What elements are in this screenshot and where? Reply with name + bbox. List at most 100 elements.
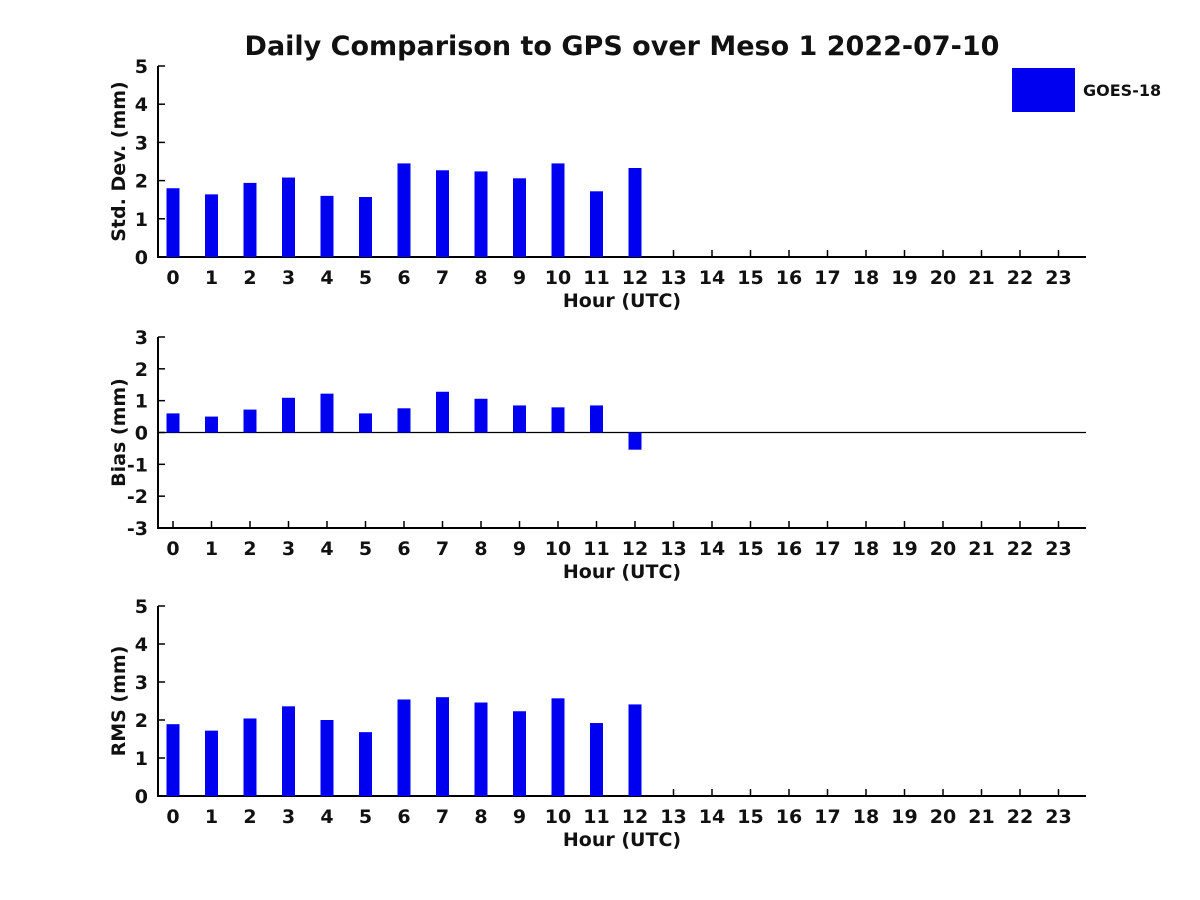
x-tick-label: 1: [205, 267, 218, 289]
x-tick-label: 19: [891, 806, 917, 828]
x-tick-label: 14: [699, 267, 725, 289]
y-tick-label: 3: [135, 327, 148, 349]
x-tick-label: 11: [583, 267, 609, 289]
bar-bias-hour-3: [282, 397, 295, 433]
bar-bias-hour-8: [474, 398, 488, 433]
bar-rms-hour-6: [397, 699, 411, 796]
y-tick-label: 1: [135, 748, 148, 770]
x-tick-label: 5: [359, 806, 372, 828]
bar-bias-hour-12: [628, 432, 642, 450]
y-tick-label: 3: [135, 672, 148, 694]
x-tick-label: 16: [776, 806, 802, 828]
x-tick-label: 23: [1045, 806, 1071, 828]
bar-bias-hour-9: [513, 405, 526, 433]
x-tick-label: 4: [320, 538, 333, 560]
bar-std-dev-hour-5: [359, 197, 372, 257]
y-tick-label: 2: [135, 710, 148, 732]
bar-rms-hour-11: [590, 723, 603, 796]
x-tick-label: 22: [1007, 806, 1033, 828]
bar-rms-hour-10: [551, 698, 565, 796]
x-tick-label: 3: [282, 267, 295, 289]
x-axis-label: Hour (UTC): [563, 829, 681, 851]
x-tick-label: 15: [737, 806, 763, 828]
y-axis-label: Std. Dev. (mm): [108, 81, 130, 242]
x-tick-label: 2: [243, 538, 256, 560]
x-tick-label: 5: [359, 267, 372, 289]
x-tick-label: 15: [737, 267, 763, 289]
x-tick-label: 13: [660, 538, 686, 560]
x-tick-label: 4: [320, 806, 333, 828]
y-axis-label: Bias (mm): [108, 378, 130, 487]
bar-std-dev-hour-2: [243, 182, 257, 257]
x-tick-label: 21: [968, 538, 994, 560]
x-tick-label: 7: [436, 806, 449, 828]
x-tick-label: 17: [814, 538, 840, 560]
bar-std-dev-hour-11: [590, 191, 603, 257]
bar-std-dev-hour-1: [205, 194, 218, 257]
x-tick-label: 16: [776, 538, 802, 560]
x-tick-label: 13: [660, 806, 686, 828]
chart-title: Daily Comparison to GPS over Meso 1 2022…: [244, 31, 1000, 62]
bar-rms-hour-2: [243, 718, 257, 796]
bar-rms-hour-9: [513, 711, 526, 796]
bar-bias-hour-1: [205, 416, 218, 433]
x-tick-label: 21: [968, 806, 994, 828]
x-tick-label: 3: [282, 806, 295, 828]
bar-bias-hour-10: [551, 407, 565, 433]
x-tick-label: 10: [545, 806, 571, 828]
x-tick-label: 18: [853, 806, 879, 828]
bar-bias-hour-6: [397, 408, 411, 433]
x-tick-label: 8: [474, 267, 487, 289]
legend: GOES-18: [1012, 68, 1161, 112]
x-tick-label: 2: [243, 806, 256, 828]
x-axis-label: Hour (UTC): [563, 561, 681, 583]
y-tick-label: 0: [135, 423, 148, 445]
bar-rms-hour-7: [436, 697, 449, 796]
y-tick-label: 1: [135, 391, 148, 413]
x-tick-label: 0: [166, 538, 179, 560]
x-tick-label: 16: [776, 267, 802, 289]
y-tick-label: 1: [135, 209, 148, 231]
x-tick-label: 15: [737, 538, 763, 560]
x-tick-label: 18: [853, 538, 879, 560]
bar-bias-hour-5: [359, 413, 372, 433]
x-tick-label: 7: [436, 538, 449, 560]
bar-std-dev-hour-0: [166, 188, 180, 257]
x-tick-label: 6: [397, 538, 410, 560]
bar-rms-hour-5: [359, 732, 372, 796]
x-tick-label: 17: [814, 806, 840, 828]
x-tick-label: 12: [622, 806, 648, 828]
x-tick-label: 14: [699, 538, 725, 560]
x-tick-label: 22: [1007, 267, 1033, 289]
y-tick-label: -1: [127, 454, 148, 476]
x-tick-label: 23: [1045, 538, 1071, 560]
x-tick-label: 7: [436, 267, 449, 289]
y-tick-label: 4: [135, 94, 148, 116]
x-tick-label: 9: [513, 538, 526, 560]
bar-bias-hour-7: [436, 391, 449, 433]
bar-bias-hour-2: [243, 409, 257, 433]
x-tick-label: 18: [853, 267, 879, 289]
x-tick-label: 14: [699, 806, 725, 828]
y-tick-label: 2: [135, 171, 148, 193]
y-tick-label: -3: [127, 518, 148, 540]
bar-rms-hour-0: [166, 724, 180, 796]
x-tick-label: 10: [545, 538, 571, 560]
x-tick-label: 0: [166, 267, 179, 289]
legend-label-goes18: GOES-18: [1083, 80, 1162, 100]
x-tick-label: 19: [891, 267, 917, 289]
y-tick-label: -2: [127, 486, 148, 508]
y-tick-label: 5: [135, 56, 148, 78]
bar-rms-hour-8: [474, 702, 488, 796]
bar-bias-hour-4: [320, 393, 334, 433]
x-tick-label: 0: [166, 806, 179, 828]
y-tick-label: 4: [135, 634, 148, 656]
bar-bias-hour-0: [166, 413, 180, 433]
x-tick-label: 21: [968, 267, 994, 289]
bar-rms-hour-3: [282, 706, 295, 796]
